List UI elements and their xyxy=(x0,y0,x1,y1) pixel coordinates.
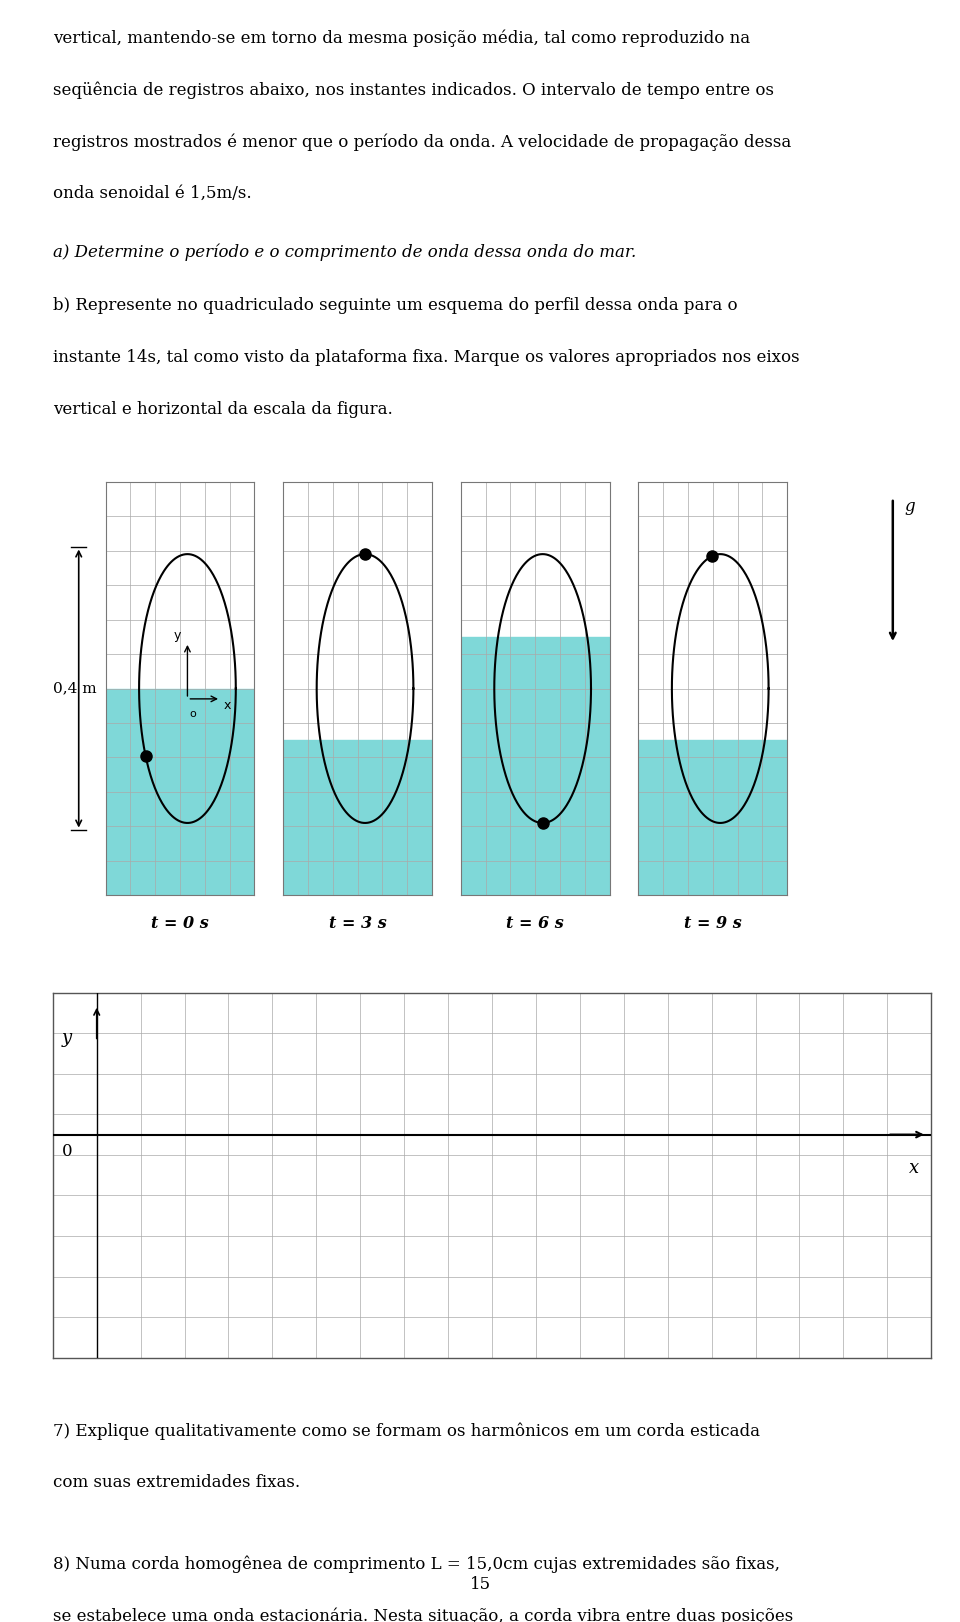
Text: x: x xyxy=(909,1160,920,1178)
Text: y: y xyxy=(174,629,181,642)
Text: com suas extremidades fixas.: com suas extremidades fixas. xyxy=(53,1474,300,1491)
Text: y: y xyxy=(61,1030,72,1048)
Text: t = 9 s: t = 9 s xyxy=(684,915,742,931)
Text: 15: 15 xyxy=(469,1577,491,1593)
Text: g: g xyxy=(904,498,915,514)
Text: b) Represente no quadriculado seguinte um esquema do perfil dessa onda para o: b) Represente no quadriculado seguinte u… xyxy=(53,297,737,313)
Text: 7) Explique qualitativamente como se formam os harmônicos em um corda esticada: 7) Explique qualitativamente como se for… xyxy=(53,1422,759,1440)
Text: onda senoidal é 1,5m/s.: onda senoidal é 1,5m/s. xyxy=(53,185,252,201)
Text: se estabelece uma onda estacionária. Nesta situação, a corda vibra entre duas po: se estabelece uma onda estacionária. Nes… xyxy=(53,1607,793,1622)
Text: x: x xyxy=(223,699,230,712)
Text: seqüência de registros abaixo, nos instantes indicados. O intervalo de tempo ent: seqüência de registros abaixo, nos insta… xyxy=(53,81,774,99)
Text: 0,4 m: 0,4 m xyxy=(53,681,96,696)
Text: o: o xyxy=(190,709,197,720)
Bar xyxy=(106,689,254,895)
Text: registros mostrados é menor que o período da onda. A velocidade de propagação de: registros mostrados é menor que o períod… xyxy=(53,133,791,151)
Text: a) Determine o período e o comprimento de onda dessa onda do mar.: a) Determine o período e o comprimento d… xyxy=(53,243,636,261)
Text: t = 0 s: t = 0 s xyxy=(151,915,209,931)
Text: 8) Numa corda homogênea de comprimento L = 15,0cm cujas extremidades são fixas,: 8) Numa corda homogênea de comprimento L… xyxy=(53,1555,780,1573)
Bar xyxy=(638,740,787,895)
Bar xyxy=(461,637,610,895)
Text: 0: 0 xyxy=(61,1144,72,1160)
Text: t = 3 s: t = 3 s xyxy=(328,915,387,931)
Text: t = 6 s: t = 6 s xyxy=(506,915,564,931)
Text: instante 14s, tal como visto da plataforma fixa. Marque os valores apropriados n: instante 14s, tal como visto da platafor… xyxy=(53,349,800,365)
Text: vertical, mantendo-se em torno da mesma posição média, tal como reproduzido na: vertical, mantendo-se em torno da mesma … xyxy=(53,29,750,47)
Text: vertical e horizontal da escala da figura.: vertical e horizontal da escala da figur… xyxy=(53,401,393,417)
Bar xyxy=(283,740,432,895)
